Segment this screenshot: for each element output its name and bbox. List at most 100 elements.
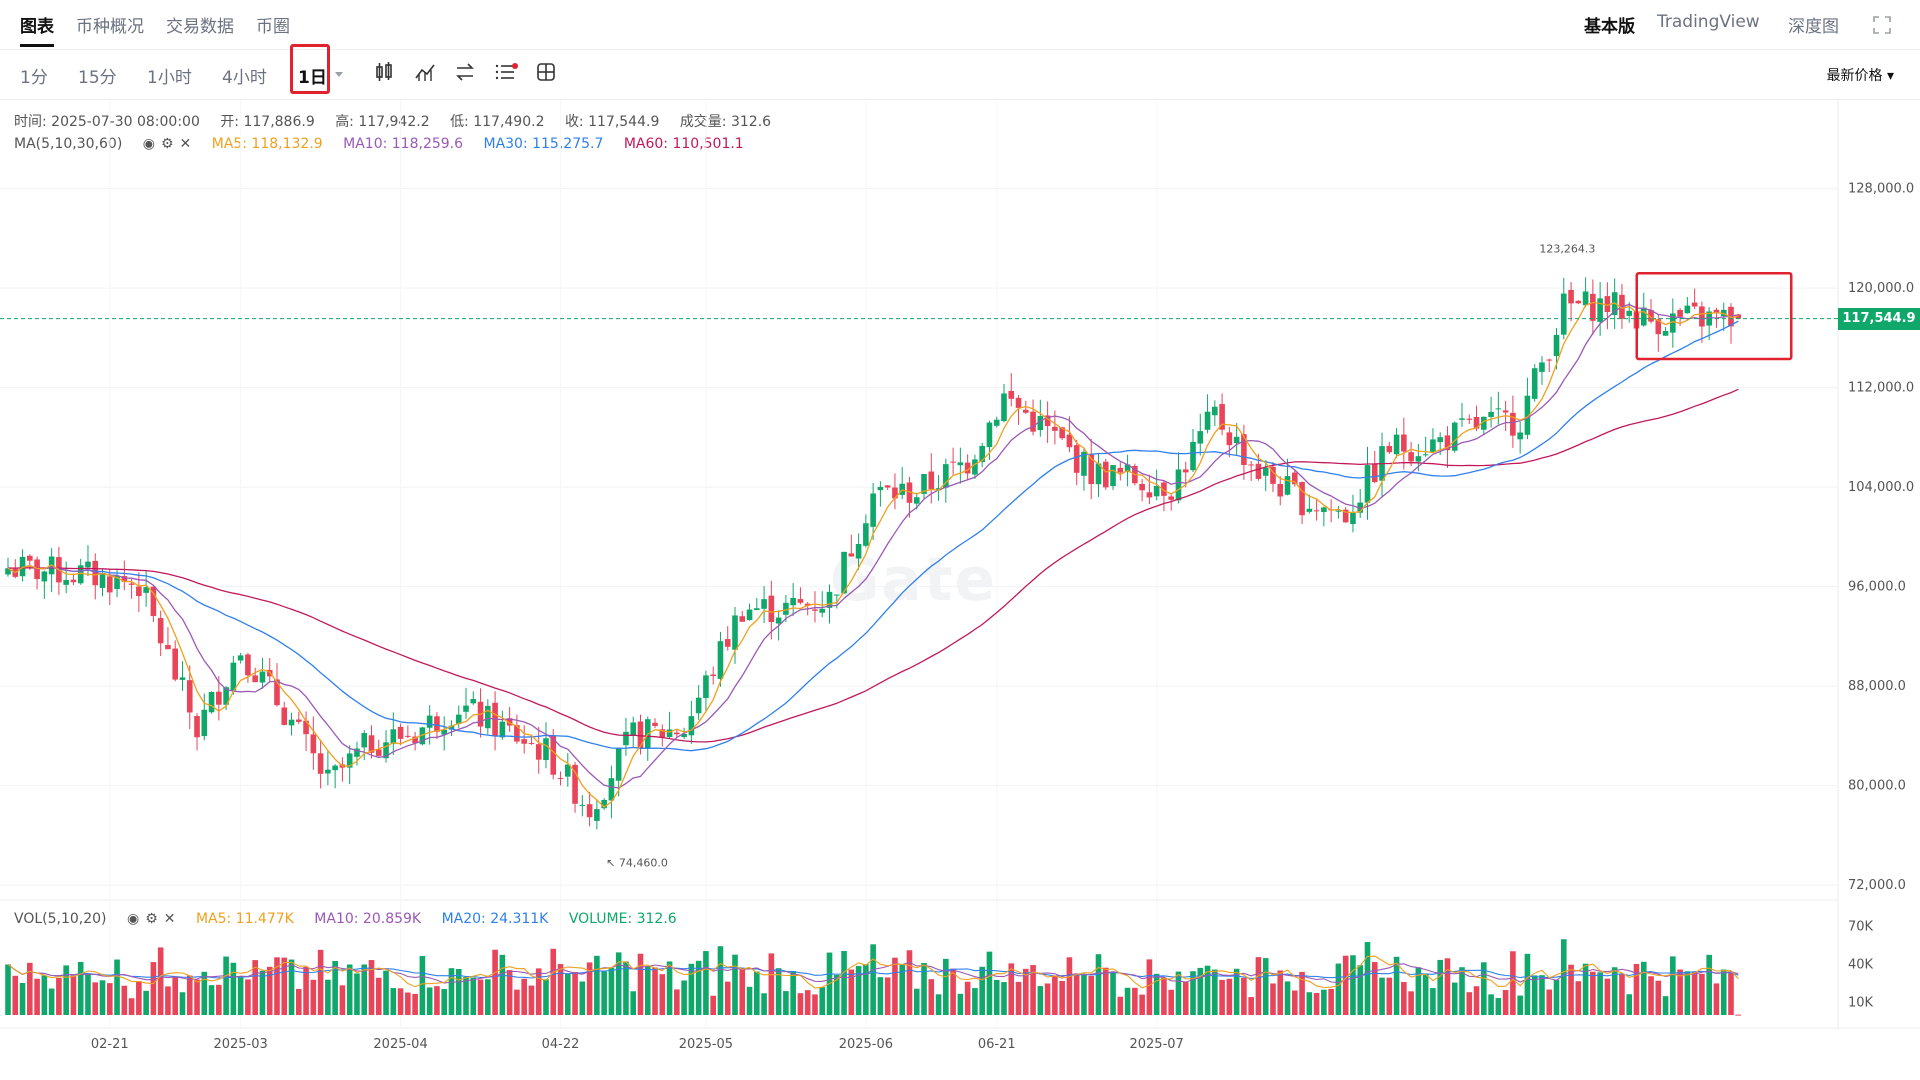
max-price-label: 123,264.3: [1539, 243, 1595, 256]
x-tick-label: 2025-04: [373, 1037, 427, 1052]
candle-body: [1451, 422, 1458, 451]
volume-bar: [1401, 982, 1407, 1015]
tab-crypto-circle[interactable]: 币圈: [256, 17, 290, 37]
min-price-label: ↖ 74,460.0: [606, 856, 668, 869]
candle-body: [1291, 472, 1298, 485]
candle-body: [804, 603, 811, 606]
candle-body: [157, 618, 164, 644]
candle-body: [1393, 434, 1400, 455]
consolidation-highlight-box: [1635, 271, 1793, 361]
candle-body: [390, 729, 397, 744]
candle-body: [1408, 452, 1414, 462]
ma30-value: MA30: 115,275.7: [483, 136, 604, 152]
timeframe-1d[interactable]: 1日: [298, 68, 327, 88]
tab-coin-overview[interactable]: 币种概况: [76, 17, 144, 37]
indicator-icon[interactable]: [413, 60, 437, 84]
vol-eye-icon[interactable]: ◉: [126, 911, 140, 927]
compare-icon[interactable]: [453, 60, 477, 84]
candle-body: [354, 748, 360, 757]
volume-bar: [1546, 989, 1553, 1015]
candle-body: [1371, 463, 1378, 483]
timeframe-4h[interactable]: 4小时: [222, 68, 267, 88]
ohlc-info: 时间: 2025-07-30 08:00:00 开: 117,886.9 高: …: [14, 111, 787, 131]
volume-bar: [499, 954, 506, 1015]
volume-bar: [1291, 990, 1298, 1015]
price-chart[interactable]: 128,000.0 120,000.0 112,000.0 104,000.0 96,0…: [0, 100, 1920, 1080]
tab-basic-version[interactable]: 基本版: [1584, 17, 1635, 37]
y-tick-label: 112,000.0: [1848, 381, 1914, 396]
settings-icon[interactable]: ⚙: [160, 136, 174, 152]
volume-bar: [1422, 974, 1429, 1015]
tab-depth-chart[interactable]: 深度图: [1788, 17, 1839, 37]
candle-body: [288, 719, 295, 726]
volume-bar: [528, 985, 535, 1015]
volume-bar: [1037, 986, 1044, 1015]
candle-body: [819, 608, 826, 613]
ohlc-low: 低: 117,490.2: [450, 114, 545, 130]
volume-bar: [1735, 1014, 1742, 1016]
candle-body: [943, 464, 949, 488]
x-tick-label: 02-21: [91, 1037, 129, 1052]
layout-icon[interactable]: [534, 60, 558, 84]
candle-body: [775, 617, 782, 624]
volume-bar: [1124, 987, 1131, 1015]
price-type-select[interactable]: 最新价格 ▾: [1826, 68, 1894, 84]
candle-body: [1284, 476, 1291, 495]
volume-bar: [623, 961, 629, 1015]
candlestick-type-icon[interactable]: [372, 60, 396, 84]
candle-body: [434, 716, 440, 732]
candle-body: [572, 764, 578, 804]
volume-bar: [1015, 981, 1022, 1015]
volume-bar: [564, 974, 571, 1015]
settings-list-icon[interactable]: [493, 60, 517, 84]
candle-body: [1073, 445, 1080, 473]
timeframe-1h[interactable]: 1小时: [147, 68, 192, 88]
fullscreen-icon[interactable]: [1872, 15, 1892, 35]
close-icon[interactable]: ✕: [179, 136, 192, 152]
timeframe-15m[interactable]: 15分: [78, 68, 117, 88]
vol-ma5-line: [7, 955, 1739, 989]
candle-body: [790, 597, 796, 606]
candle-body: [223, 687, 229, 705]
vol-close-icon[interactable]: ✕: [163, 911, 176, 927]
candle-body: [19, 556, 26, 577]
ma30-line: [7, 320, 1739, 752]
volume-bar: [1677, 969, 1683, 1015]
volume-bar: [1611, 967, 1618, 1015]
volume-bar: [586, 962, 593, 1015]
candle-body: [521, 739, 527, 744]
top-navigation: 图表 币种概况 交易数据 币圈 基本版 TradingView 深度图: [0, 0, 1920, 50]
volume-bar: [1648, 976, 1654, 1015]
tab-tradingview[interactable]: TradingView: [1657, 12, 1760, 32]
volume-bar: [1728, 971, 1734, 1015]
ohlc-open: 开: 117,886.9: [220, 114, 315, 130]
eye-icon[interactable]: ◉: [142, 136, 155, 152]
volume-bar: [833, 975, 840, 1015]
volume-bar: [1306, 992, 1313, 1015]
volume-bar: [630, 991, 637, 1015]
vol-settings-icon[interactable]: ⚙: [145, 911, 158, 927]
volume-bar: [63, 965, 69, 1015]
candle-body: [252, 675, 258, 683]
x-tick-label: 2025-03: [213, 1037, 267, 1052]
volume-bar: [390, 988, 397, 1015]
candle-body: [208, 691, 215, 713]
volume-bar: [1357, 965, 1364, 1015]
candle-body: [1364, 465, 1371, 503]
volume-bar: [368, 960, 375, 1015]
candle-body: [717, 641, 724, 679]
chevron-down-icon[interactable]: [334, 71, 344, 79]
volume-bar: [12, 975, 19, 1015]
volume-bar: [1481, 962, 1487, 1015]
volume-bar: [339, 985, 346, 1015]
timeframe-1m[interactable]: 1分: [20, 68, 48, 88]
tab-trade-data[interactable]: 交易数据: [166, 17, 234, 37]
candle-body: [586, 804, 593, 818]
volume-bar: [812, 994, 818, 1015]
candle-body: [383, 742, 389, 759]
volume-bar: [136, 981, 142, 1015]
volume-bar: [426, 987, 433, 1015]
candle-body: [535, 744, 542, 760]
tab-chart[interactable]: 图表: [20, 17, 54, 37]
vol-legend-name: VOL(5,10,20): [14, 911, 107, 927]
